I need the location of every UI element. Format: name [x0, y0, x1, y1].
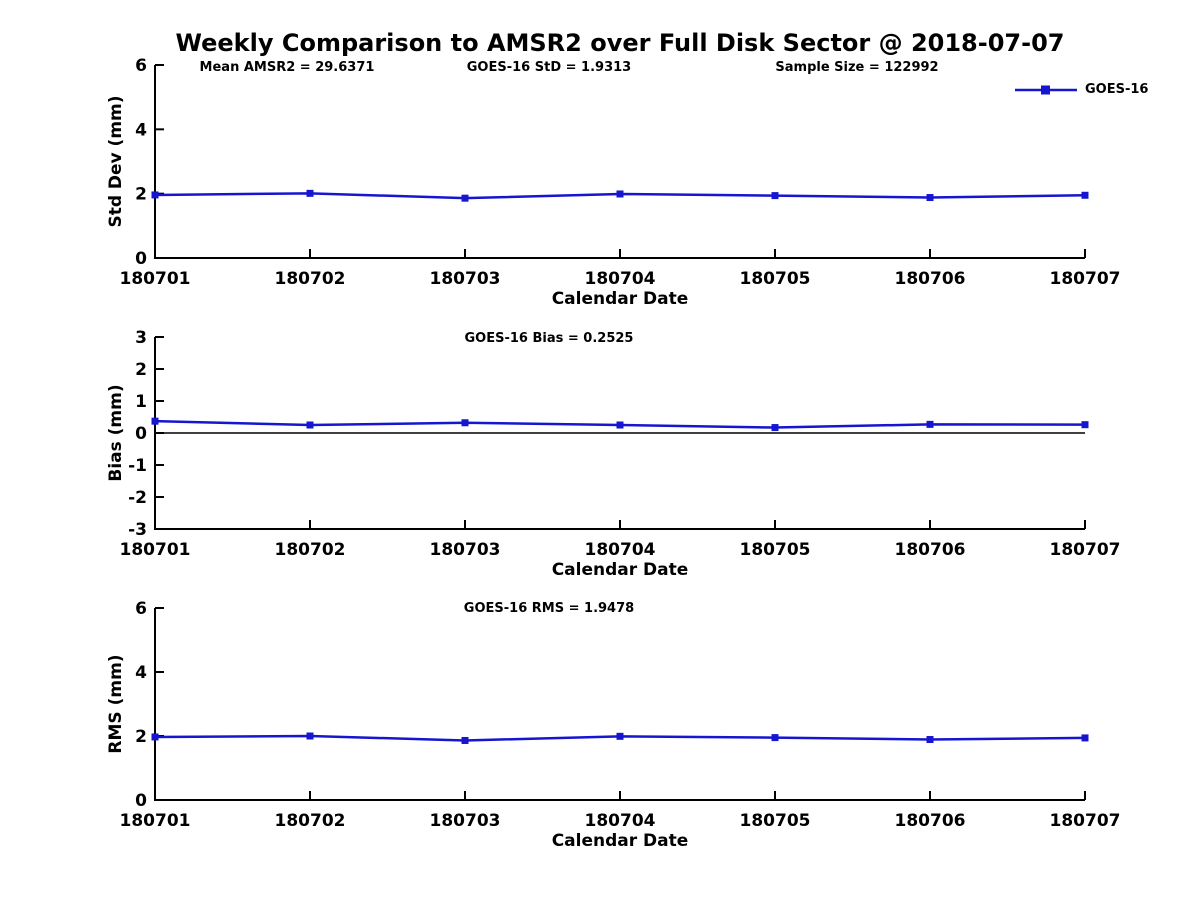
x-tick-label: 180702 — [275, 540, 346, 560]
x-axis-label: Calendar Date — [552, 289, 689, 309]
y-tick-label: 2 — [135, 185, 147, 205]
x-tick-label: 180703 — [430, 269, 501, 289]
y-tick-label: 0 — [135, 249, 147, 269]
x-tick-label: 180707 — [1050, 540, 1121, 560]
y-tick-label: -1 — [128, 456, 147, 476]
data-marker — [771, 734, 779, 742]
annotation-std-dev-0: Mean AMSR2 = 29.6371 — [200, 60, 375, 75]
x-tick-label: 180703 — [430, 811, 501, 831]
data-marker — [926, 736, 934, 744]
y-tick-label: 0 — [135, 791, 147, 811]
x-tick-label: 180705 — [740, 269, 811, 289]
figure-title: Weekly Comparison to AMSR2 over Full Dis… — [175, 29, 1065, 57]
subplot-rms: 0 2 4 6 180701 180702 180703 180704 180705 180706… — [106, 599, 1120, 851]
data-marker — [1081, 191, 1089, 199]
data-marker — [151, 733, 159, 741]
y-axis-label: Std Dev (mm) — [106, 95, 126, 227]
y-axis-label: Bias (mm) — [106, 384, 126, 481]
legend: GOES-16 — [1014, 82, 1148, 97]
x-tick-label: 180706 — [895, 811, 966, 831]
x-tick-label: 180701 — [120, 811, 191, 831]
legend-label: GOES-16 — [1085, 82, 1149, 97]
data-marker — [306, 421, 314, 429]
annotation-bias-0: GOES-16 Bias = 0.2525 — [465, 331, 634, 346]
x-tick-label: 180702 — [275, 269, 346, 289]
data-marker — [616, 421, 624, 429]
x-tick-label: 180702 — [275, 811, 346, 831]
data-marker — [926, 194, 934, 202]
data-marker — [461, 419, 469, 427]
x-tick-label: 180707 — [1050, 811, 1121, 831]
data-marker — [616, 732, 624, 740]
data-marker — [306, 189, 314, 197]
y-tick-label: 6 — [135, 599, 147, 619]
x-tick-label: 180705 — [740, 811, 811, 831]
x-axis-label: Calendar Date — [552, 831, 689, 851]
x-tick-label: 180705 — [740, 540, 811, 560]
annotation-rms-0: GOES-16 RMS = 1.9478 — [464, 601, 634, 616]
data-marker — [151, 191, 159, 199]
x-tick-label: 180701 — [120, 540, 191, 560]
x-tick-label: 180707 — [1050, 269, 1121, 289]
y-tick-label: 2 — [135, 360, 147, 380]
x-tick-label: 180706 — [895, 540, 966, 560]
x-tick-label: 180704 — [585, 269, 656, 289]
x-tick-label: 180701 — [120, 269, 191, 289]
y-tick-label: 3 — [135, 328, 147, 348]
data-marker — [1081, 734, 1089, 742]
data-marker — [461, 736, 469, 744]
data-marker — [306, 732, 314, 740]
subplot-bias: -3 -2 -1 0 1 2 3 180701 180702 180703 180704 180705… — [106, 328, 1120, 580]
x-tick-label: 180706 — [895, 269, 966, 289]
x-tick-label: 180703 — [430, 540, 501, 560]
legend-line-sample — [1015, 85, 1077, 94]
subplot-std-dev: 0 2 4 6 180701 180702 180703 180704 180705 180706… — [106, 56, 1120, 309]
data-marker — [616, 190, 624, 198]
legend-marker-icon — [1041, 85, 1050, 94]
data-marker — [771, 192, 779, 200]
data-marker — [1081, 421, 1089, 429]
y-tick-label: 4 — [135, 120, 147, 140]
y-tick-label: 6 — [135, 56, 147, 76]
x-tick-label: 180704 — [585, 540, 656, 560]
data-marker — [151, 417, 159, 425]
y-tick-label: 1 — [135, 392, 147, 412]
y-tick-label: -2 — [128, 488, 147, 508]
annotation-std-dev-1: GOES-16 StD = 1.9313 — [467, 60, 631, 75]
data-marker — [461, 194, 469, 202]
data-marker — [926, 420, 934, 428]
y-tick-label: -3 — [128, 520, 147, 540]
y-tick-label: 4 — [135, 663, 147, 683]
annotation-std-dev-2: Sample Size = 122992 — [775, 60, 938, 75]
y-axis-label: RMS (mm) — [106, 654, 126, 753]
y-tick-label: 2 — [135, 727, 147, 747]
data-marker — [771, 424, 779, 432]
x-axis-label: Calendar Date — [552, 560, 689, 580]
x-tick-label: 180704 — [585, 811, 656, 831]
y-tick-label: 0 — [135, 424, 147, 444]
